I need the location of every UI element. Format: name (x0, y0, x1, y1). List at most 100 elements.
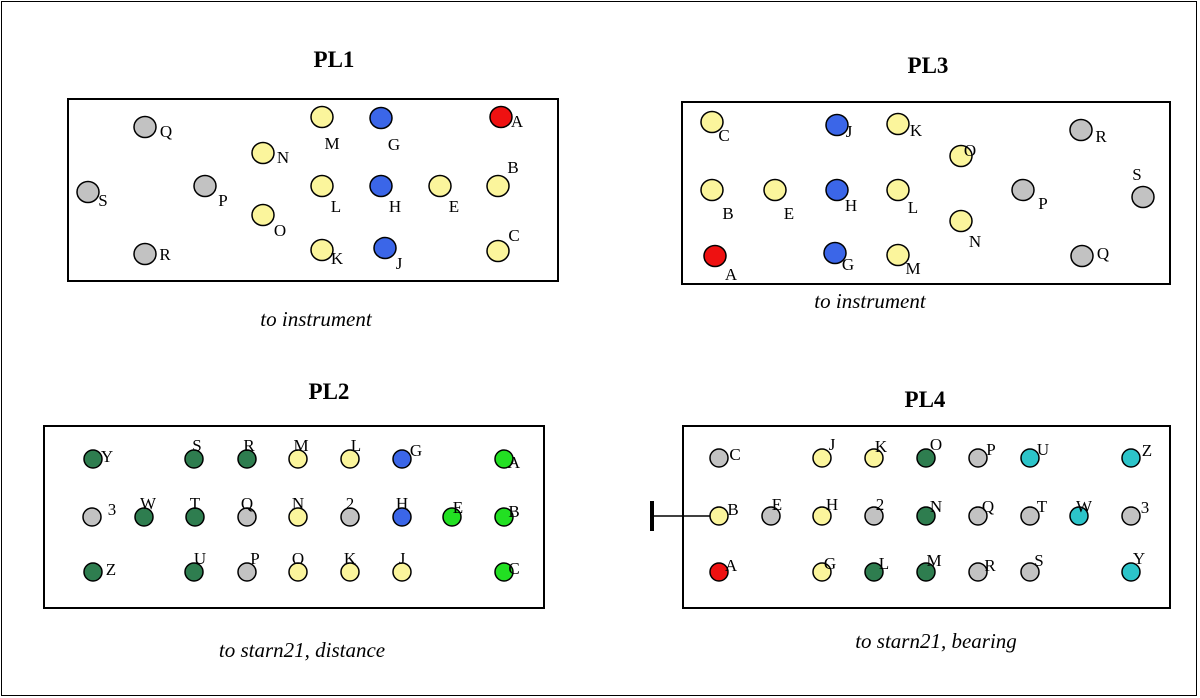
well-label: H (845, 196, 857, 215)
well-marker (700, 178, 724, 202)
well-marker (288, 507, 308, 527)
well-pl4-q: Q (968, 497, 994, 526)
well-label: G (824, 554, 836, 573)
well-label: C (729, 445, 740, 464)
well-label: 2 (876, 495, 885, 514)
well-pl1-m: M (310, 105, 340, 153)
well-pl3-r: R (1069, 118, 1107, 146)
well-marker (1070, 244, 1094, 268)
well-marker (251, 141, 275, 165)
well-pl2-k: K (340, 549, 360, 582)
well-pl3-o: O (949, 141, 976, 168)
well-label: K (331, 249, 344, 268)
well-marker (184, 449, 204, 469)
well-marker (812, 562, 832, 582)
well-marker (864, 562, 884, 582)
well-pl2-r: R (237, 436, 257, 469)
well-label: A (511, 112, 524, 131)
well-marker (392, 562, 412, 582)
well-marker (949, 144, 973, 168)
well-label: L (879, 554, 889, 573)
well-pl4-k: K (864, 437, 888, 468)
well-label: J (846, 122, 853, 141)
well-pl4-z: Z (1121, 441, 1152, 468)
well-label: P (986, 440, 995, 459)
well-pl3-p: P (1011, 178, 1048, 213)
well-marker (1020, 506, 1040, 526)
well-pl4-h: H (812, 495, 838, 526)
well-pl3-n: N (949, 209, 981, 251)
well-pl4-o: O (916, 435, 942, 468)
well-marker (700, 110, 724, 134)
well-marker (310, 105, 334, 129)
panel-pl4: PL4 to starn21, bearing C J K O P U Z B E H 2 N Q T W 3… (650, 387, 1171, 653)
panel-caption-pl2: to starn21, distance (219, 638, 385, 662)
well-label: J (396, 254, 403, 273)
well-pl2-l: L (340, 436, 361, 469)
well-label: K (344, 549, 357, 568)
well-label: A (725, 265, 738, 284)
well-marker (310, 238, 334, 262)
well-pl2-t: T (185, 494, 205, 527)
well-marker (763, 178, 787, 202)
well-marker (812, 448, 832, 468)
well-marker (392, 449, 412, 469)
panel-pl1: PL1 to instrument Q N M G A S P L H E B O R K J C (67, 47, 559, 331)
well-marker (288, 449, 308, 469)
well-label: K (875, 437, 888, 456)
well-label: Z (106, 560, 116, 579)
well-label: N (969, 232, 981, 251)
well-pl2-q: Q (237, 494, 257, 527)
well-marker (916, 506, 936, 526)
well-pl1-g: G (369, 106, 400, 154)
well-marker (968, 506, 988, 526)
well-marker (184, 562, 204, 582)
well-marker (237, 562, 257, 582)
well-label: P (218, 191, 227, 210)
well-marker (968, 562, 988, 582)
well-pl4-2: 2 (864, 495, 885, 526)
well-marker (133, 242, 157, 266)
plate-pl4 (682, 425, 1171, 609)
well-marker (340, 449, 360, 469)
well-label: 2 (346, 494, 355, 513)
well-pl2-o: O (288, 549, 308, 582)
well-marker (486, 174, 510, 198)
well-label: C (508, 559, 519, 578)
well-label: N (292, 494, 304, 513)
well-label: M (905, 259, 920, 278)
well-pl4-a: A (709, 556, 738, 582)
well-label: C (508, 226, 519, 245)
well-label: U (1037, 440, 1049, 459)
well-marker (392, 507, 412, 527)
well-marker (761, 506, 781, 526)
well-label: O (274, 221, 286, 240)
well-marker (709, 562, 729, 582)
well-label: Y (1133, 549, 1145, 568)
well-pl2-3: 3 (82, 500, 116, 527)
well-marker (185, 507, 205, 527)
well-label: W (140, 494, 157, 513)
well-label: S (192, 436, 201, 455)
well-pl2-h: H (392, 494, 412, 527)
well-label: N (930, 497, 942, 516)
well-label: S (98, 191, 107, 210)
well-pl2-j: J (392, 549, 412, 582)
well-label: K (910, 121, 923, 140)
well-pl4-n: N (916, 497, 942, 526)
well-label: E (453, 498, 463, 517)
well-label: M (293, 436, 308, 455)
well-label: W (1076, 497, 1093, 516)
well-pl1-b: B (486, 158, 519, 198)
well-marker (703, 244, 727, 268)
well-pl2-a: A (494, 449, 521, 472)
well-pl2-g: G (392, 441, 422, 469)
well-label: H (396, 494, 408, 513)
well-marker (823, 241, 847, 265)
well-marker (83, 449, 103, 469)
well-pl4-p: P (968, 440, 996, 468)
well-label: H (389, 197, 401, 216)
well-pl2-n: N (288, 494, 308, 527)
well-pl3-j: J (825, 113, 853, 141)
